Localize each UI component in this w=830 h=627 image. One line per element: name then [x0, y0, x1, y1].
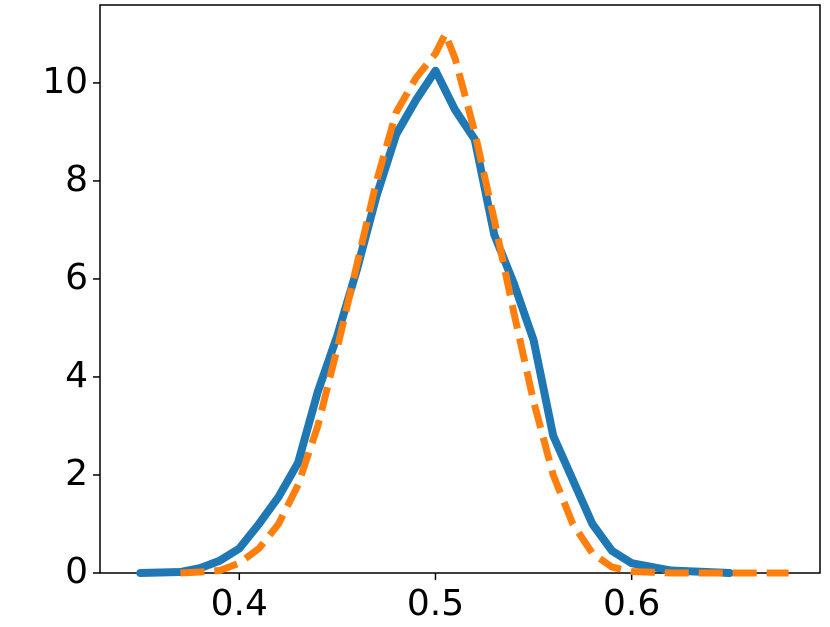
y-tick-label: 4	[65, 355, 88, 396]
y-tick-label: 2	[65, 453, 88, 494]
series-line	[136, 66, 734, 577]
x-tick-label: 0.5	[407, 583, 464, 623]
y-tick-label: 0	[65, 551, 88, 592]
y-tick-label: 8	[65, 159, 88, 200]
series-line	[180, 30, 789, 577]
x-tick-label: 0.4	[211, 583, 268, 623]
y-tick-label: 6	[65, 257, 88, 298]
plot-frame	[99, 4, 821, 574]
y-tick-label: 10	[42, 61, 88, 102]
x-tick-label: 0.6	[603, 583, 660, 623]
